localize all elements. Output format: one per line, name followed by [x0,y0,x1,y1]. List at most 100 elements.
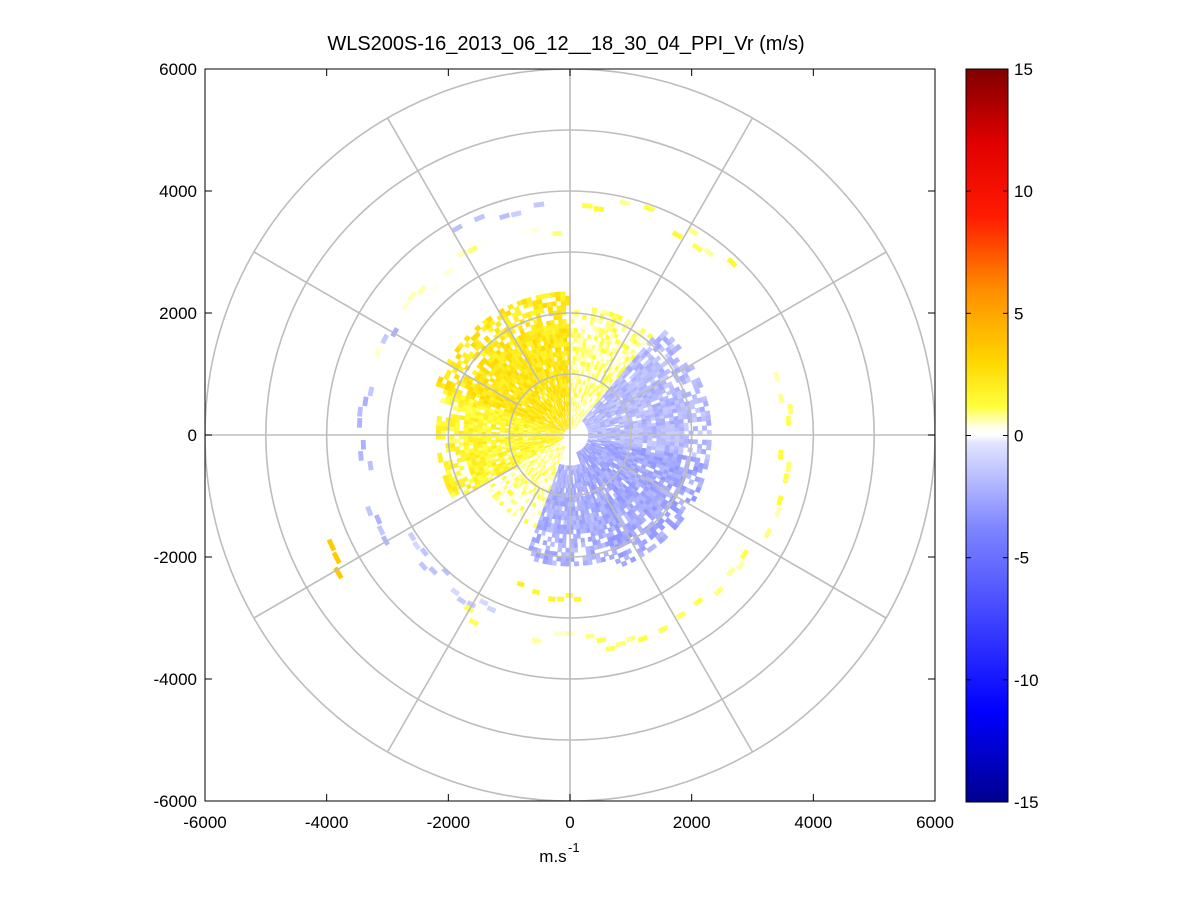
velocity-cell [493,467,499,472]
velocity-cell [507,483,514,490]
velocity-cell [588,447,594,451]
velocity-cell [583,394,587,400]
velocity-cell [678,398,685,404]
velocity-cell [558,402,562,408]
velocity-cell [679,435,685,440]
velocity-cell [639,388,646,395]
velocity-cell [611,476,617,482]
velocity-cell [547,392,552,398]
velocity-cell [547,397,552,403]
velocity-cell [594,446,600,450]
velocity-cell [541,429,547,432]
velocity-cell [486,431,491,435]
velocity-cell [525,367,531,374]
velocity-cell [585,381,590,387]
velocity-cell [514,469,520,475]
velocity-cell [531,432,537,434]
velocity-cell [573,415,575,421]
velocity-cell [591,363,596,370]
velocity-cell [591,440,597,443]
velocity-cell [540,396,546,402]
velocity-cell [558,538,563,544]
velocity-cell [577,412,581,417]
velocity-cell [614,444,620,448]
velocity-cell [605,440,611,443]
velocity-cell [540,416,546,421]
velocity-cell [586,443,591,446]
velocity-cell [652,435,657,439]
velocity-cell [586,450,591,455]
velocity-cell [565,295,571,301]
velocity-cell [550,439,556,442]
velocity-cell [574,483,578,489]
velocity-cell [540,360,545,366]
colorbar-tick-label: 15 [1014,60,1033,79]
velocity-cell [435,425,442,431]
velocity-cell [588,466,592,471]
velocity-cell [578,519,583,525]
velocity-cell [691,412,697,419]
velocity-cell [622,450,628,454]
velocity-cell [567,465,569,471]
velocity-cell [654,412,660,418]
velocity-cell [559,332,564,338]
velocity-cell [632,371,639,378]
velocity-cell [534,409,540,414]
velocity-cell [554,421,559,426]
velocity-cell [516,387,522,393]
velocity-cell [597,437,603,440]
velocity-cell [598,533,604,540]
velocity-cell [703,247,715,258]
velocity-cell [525,398,531,404]
velocity-cell [499,439,505,443]
velocity-cell [621,490,628,497]
velocity-cell [522,411,528,416]
velocity-cell [593,447,599,452]
velocity-cell [554,472,558,478]
velocity-cell [561,427,566,432]
velocity-cell [559,444,563,449]
velocity-cell [581,500,585,506]
velocity-cell [545,437,551,440]
velocity-cell [620,503,627,510]
velocity-cell [566,382,569,388]
velocity-cell [559,436,565,439]
velocity-cell [467,462,474,469]
velocity-cell [619,443,625,447]
velocity-cell [668,449,675,454]
velocity-cell [615,512,621,519]
velocity-cell [626,492,633,498]
velocity-cell [589,397,593,403]
velocity-cell [542,389,547,395]
velocity-cell [333,566,344,580]
velocity-cell [567,424,569,430]
velocity-cell [544,456,549,461]
velocity-cell [536,461,542,466]
velocity-cell [621,451,627,456]
velocity-cell [480,350,488,358]
velocity-cell [573,415,576,421]
velocity-cell [640,401,647,407]
velocity-cell [610,394,616,400]
velocity-cell [651,425,657,430]
velocity-cell [555,394,559,400]
velocity-cell [583,453,588,458]
velocity-cell [577,402,581,408]
velocity-cell [540,464,545,470]
velocity-cell [456,389,463,396]
velocity-cell [454,430,460,435]
velocity-cell [547,458,552,463]
velocity-cell [532,441,538,445]
velocity-cell [589,403,594,409]
velocity-cell [563,446,566,451]
velocity-cell [518,366,524,373]
velocity-cell [592,428,598,431]
velocity-cell [551,443,557,448]
velocity-cell [612,492,618,499]
velocity-cell [523,455,529,460]
velocity-cell [529,473,535,479]
velocity-cell [519,483,526,489]
velocity-cell [677,415,684,421]
velocity-cell [579,393,582,399]
velocity-cell [599,356,605,363]
